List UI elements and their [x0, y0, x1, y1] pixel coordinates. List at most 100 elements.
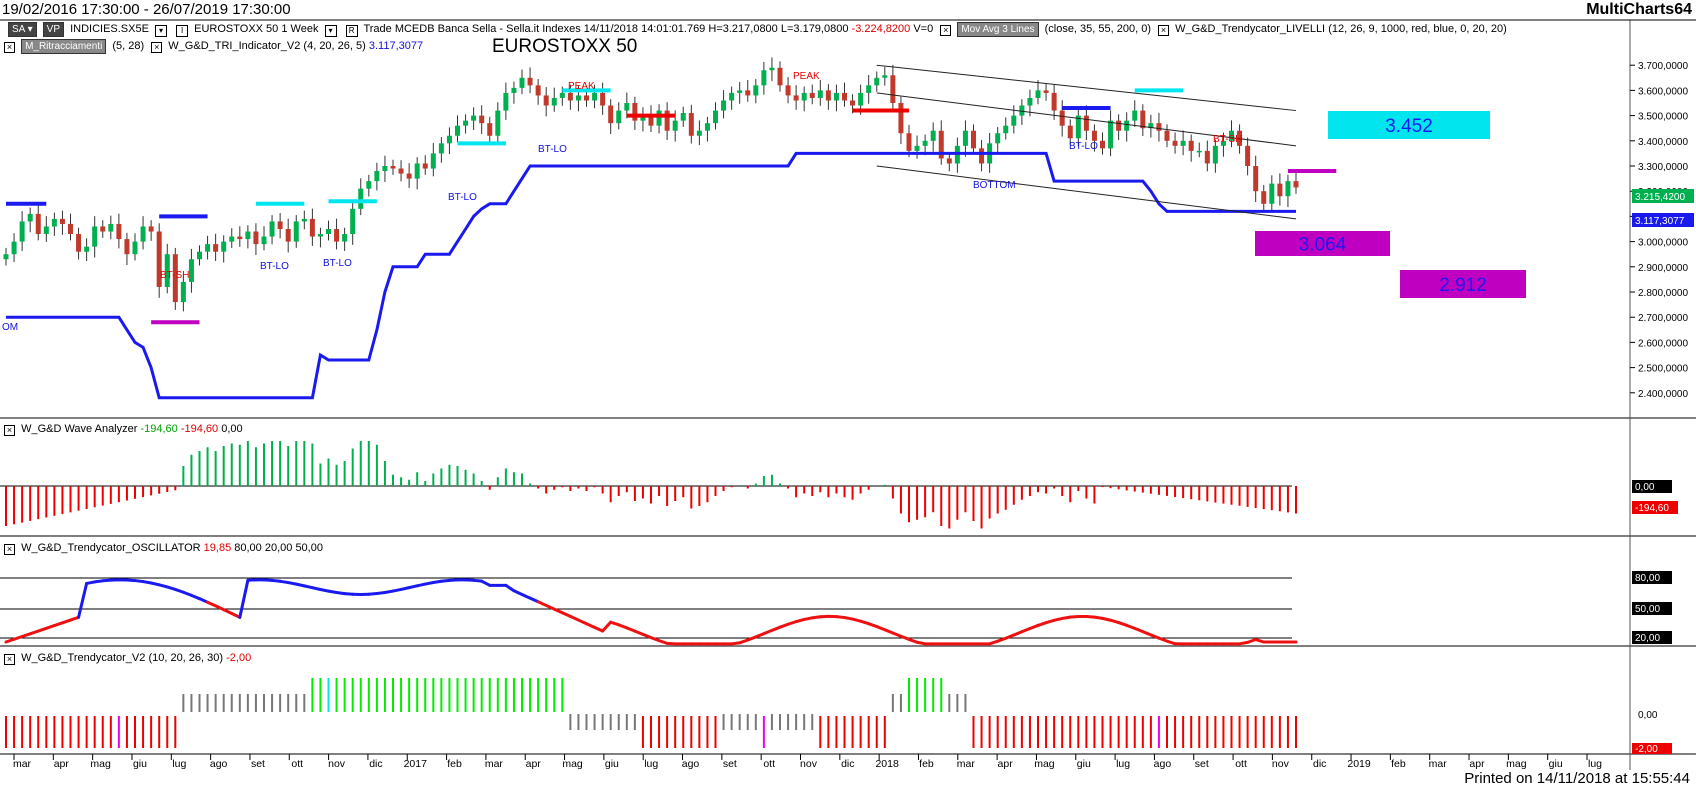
- x-tick-label: dic: [369, 758, 382, 770]
- annotation-label: BT-LO: [448, 192, 477, 203]
- candle: [326, 229, 331, 235]
- candle: [624, 103, 630, 111]
- candle: [640, 115, 646, 121]
- candle: [205, 244, 211, 252]
- y-tick-label: 2.500,0000: [1638, 364, 1688, 375]
- x-tick-label: ago: [210, 758, 228, 770]
- candle: [906, 133, 912, 151]
- candle: [84, 246, 90, 252]
- close-icon[interactable]: ×: [4, 544, 15, 555]
- symbol-code: INDICIES.SX5E: [70, 23, 149, 35]
- symbol-dropdown-icon[interactable]: ▾: [155, 25, 167, 37]
- candle: [656, 110, 662, 126]
- candle: [962, 130, 968, 146]
- candle: [833, 92, 839, 101]
- candle: [92, 226, 98, 247]
- candle: [156, 231, 162, 287]
- candle: [1148, 123, 1154, 129]
- candle: [713, 110, 718, 124]
- osc-legend-4: 50,00: [295, 542, 323, 554]
- candle: [1285, 181, 1291, 197]
- annotation-label: BT-LO: [1069, 141, 1098, 152]
- x-tick-label: feb: [919, 758, 934, 770]
- candle: [27, 213, 33, 222]
- candle: [592, 92, 598, 101]
- candle: [269, 221, 275, 237]
- candle: [1051, 92, 1057, 111]
- osc-line-segment: [504, 583, 516, 593]
- candle: [1067, 125, 1073, 139]
- candle: [1253, 166, 1259, 192]
- candle: [406, 173, 412, 179]
- osc-line-segment: [601, 620, 613, 633]
- level-line: [6, 151, 1296, 400]
- candle: [358, 188, 364, 209]
- close-icon[interactable]: ×: [151, 42, 163, 53]
- close-icon[interactable]: ×: [1158, 25, 1170, 36]
- candle: [398, 168, 404, 174]
- candle: [511, 87, 517, 93]
- livelli-label: W_G&D_Trendycator_LIVELLI: [1175, 23, 1326, 35]
- range-box: [1328, 111, 1490, 139]
- chart-info-row-2: × M_Ritracciamenti (5, 28) × W_G&D_TRI_I…: [0, 39, 423, 55]
- tri-value: 3.117,3077: [368, 40, 424, 52]
- x-tick-label: dic: [1313, 758, 1326, 770]
- candle: [309, 218, 315, 237]
- trend-legend-1: (10, 20, 26, 30): [148, 652, 224, 664]
- candle: [1269, 183, 1275, 204]
- candles: [3, 57, 1299, 312]
- x-tick-label: giu: [605, 758, 619, 770]
- candle: [43, 226, 49, 235]
- broker: Banca Sella - Sella.it: [437, 23, 540, 35]
- price-label: 3.215,4200: [1635, 192, 1685, 203]
- close-icon[interactable]: ×: [4, 425, 15, 436]
- candle: [59, 218, 65, 224]
- candle: [696, 130, 702, 136]
- trend-y-label: -2,00: [1635, 744, 1658, 755]
- printed-timestamp: Printed on 14/11/2018 at 15:55:44: [1464, 770, 1690, 787]
- vp-button[interactable]: VP: [42, 22, 65, 37]
- x-tick-label: mar: [485, 758, 504, 770]
- y-tick-label: 3.500,0000: [1638, 112, 1688, 123]
- instrument-icon[interactable]: I: [176, 25, 189, 37]
- candle: [648, 115, 654, 126]
- x-tick-label: 2018: [875, 758, 899, 770]
- interval-dropdown-icon[interactable]: ▾: [324, 25, 337, 37]
- volume-value: V=0: [913, 23, 934, 35]
- candle: [801, 92, 807, 101]
- sa-button[interactable]: SA ▾: [8, 22, 37, 37]
- candle: [495, 110, 501, 136]
- trend-legend-2: -2,00: [226, 652, 252, 664]
- candle: [277, 221, 283, 229]
- candle: [479, 115, 485, 124]
- oscillator-name: W_G&D_Trendycator_OSCILLATOR: [21, 542, 201, 554]
- ritracciamenti-params: (5, 28): [112, 40, 145, 52]
- candle: [382, 166, 388, 172]
- mov-avg-label[interactable]: Mov Avg 3 Lines: [957, 22, 1039, 37]
- candle: [1091, 130, 1097, 141]
- candle: [35, 213, 41, 235]
- ritracciamenti-label[interactable]: M_Ritracciamenti: [21, 39, 107, 54]
- osc-line-segment: [77, 581, 89, 619]
- x-tick-label: dic: [841, 758, 854, 770]
- x-tick-label: nov: [1272, 758, 1290, 770]
- candle: [1229, 130, 1234, 141]
- candle: [430, 153, 436, 169]
- candle: [317, 234, 323, 237]
- x-tick-label: apr: [1469, 758, 1485, 770]
- osc-legend-2: 80,00: [234, 542, 262, 554]
- resolution-icon[interactable]: R: [345, 25, 358, 37]
- candle: [1124, 120, 1130, 131]
- close-icon[interactable]: ×: [940, 25, 952, 36]
- x-tick-label: ott: [763, 758, 775, 770]
- candle: [688, 113, 694, 136]
- wave-legend-2: -194,60: [180, 423, 219, 435]
- tri-params: (4, 20, 26, 5): [303, 40, 366, 52]
- close-icon[interactable]: ×: [4, 654, 15, 665]
- wave-analyzer-name: W_G&D Wave Analyzer: [21, 423, 138, 435]
- chart-title: EUROSTOXX 50: [492, 36, 638, 57]
- candle: [632, 103, 638, 121]
- close-icon[interactable]: ×: [4, 42, 15, 53]
- range-box: [1255, 231, 1390, 256]
